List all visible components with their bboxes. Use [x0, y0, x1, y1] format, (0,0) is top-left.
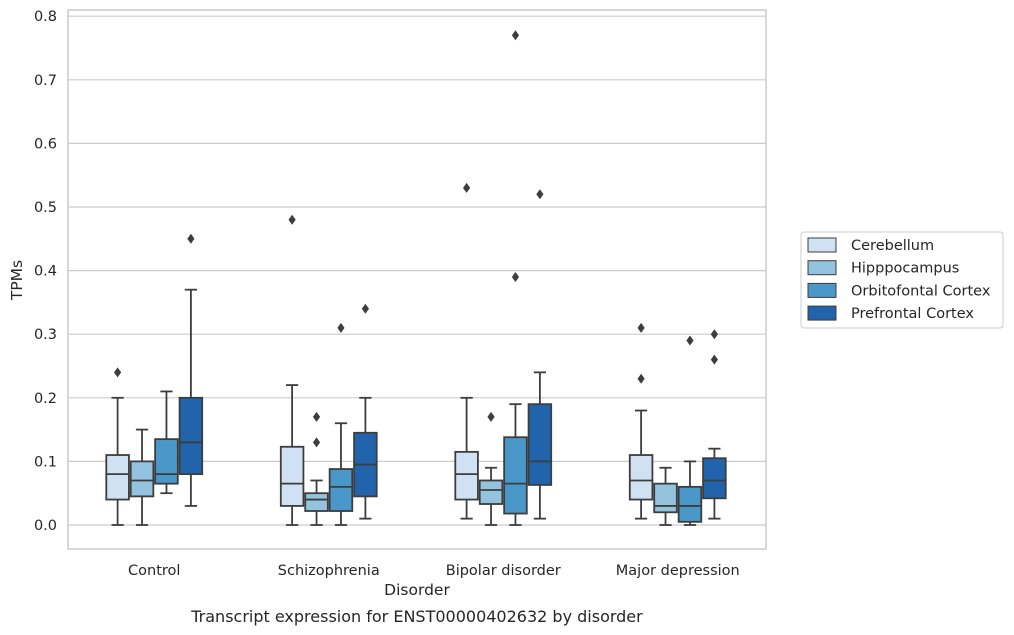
box-iqr	[328, 468, 354, 512]
box-cerebellum	[105, 367, 130, 526]
outlier-point	[710, 329, 718, 340]
figure-caption: Transcript expression for ENST0000040263…	[190, 607, 643, 626]
outlier-point	[686, 335, 694, 346]
plot-area-frame	[67, 9, 767, 550]
box-iqr	[304, 492, 329, 512]
legend-swatch	[807, 237, 837, 253]
box-cerebellum	[628, 322, 654, 520]
box-iqr	[105, 454, 130, 501]
box-iqr	[129, 460, 155, 498]
outlier-point	[637, 373, 645, 384]
box-hipppocampus	[478, 411, 504, 526]
outlier-point	[536, 189, 544, 200]
legend-label: Hipppocampus	[851, 261, 959, 277]
box-prefrontal-cortex	[702, 329, 727, 520]
box-iqr	[279, 445, 305, 507]
y-tick-label: 0.8	[34, 9, 57, 25]
outlier-point	[637, 322, 645, 333]
x-axis-ticks: Control Schizophrenia Bipolar disorder Majo…	[128, 563, 740, 579]
outlier-point	[312, 411, 321, 422]
legend-swatch	[807, 260, 837, 276]
box-iqr	[478, 479, 504, 505]
legend: Cerebellum Hipppocampus Orbitofontal Corte…	[800, 231, 1004, 329]
box-iqr	[628, 454, 654, 501]
outlier-point	[710, 354, 718, 365]
legend-label: Orbitofontal Cortex	[851, 283, 991, 299]
box-cerebellum	[454, 182, 479, 520]
x-tick-label: Bipolar disorder	[446, 563, 561, 579]
box-iqr	[527, 403, 553, 486]
y-tick-label: 0.3	[34, 327, 57, 343]
y-axis-ticks: 0.0 0.1 0.2 0.3 0.4 0.5 0.6 0.7 0.8	[34, 9, 57, 534]
y-tick-label: 0.7	[34, 73, 57, 89]
legend-label: Prefrontal Cortex	[851, 306, 974, 322]
box-iqr	[154, 438, 179, 485]
outlier-point	[187, 233, 195, 244]
legend-frame	[800, 231, 1004, 329]
box-hipppocampus	[304, 411, 329, 526]
box-orbitofontal-cortex	[328, 322, 354, 526]
x-tick-label: Major depression	[616, 563, 740, 579]
y-axis-title: TPMs	[8, 260, 26, 301]
outlier-point	[312, 437, 321, 448]
box-orbitofontal-cortex	[503, 30, 528, 526]
y-tick-label: 0.6	[34, 136, 57, 152]
x-tick-label: Schizophrenia	[278, 563, 380, 579]
box-series	[105, 30, 727, 526]
box-prefrontal-cortex	[527, 189, 553, 520]
box-iqr	[677, 485, 703, 523]
outlier-point	[114, 367, 122, 378]
legend-swatch	[807, 305, 837, 321]
box-iqr	[702, 457, 727, 500]
box-orbitofontal-cortex	[154, 390, 179, 495]
outlier-point	[361, 303, 369, 314]
outlier-point	[337, 322, 345, 333]
box-iqr	[503, 436, 528, 515]
y-tick-label: 0.5	[34, 200, 57, 216]
box-prefrontal-cortex	[178, 233, 204, 507]
box-iqr	[653, 482, 678, 514]
y-tick-label: 0.2	[34, 391, 57, 407]
box-prefrontal-cortex	[353, 303, 378, 520]
outlier-point	[463, 182, 471, 193]
legend-label: Cerebellum	[851, 238, 934, 254]
box-hipppocampus	[653, 466, 678, 526]
y-tick-label: 0.1	[34, 454, 57, 470]
box-orbitofontal-cortex	[677, 335, 703, 526]
box-cerebellum	[279, 214, 305, 526]
outlier-point	[487, 411, 495, 422]
y-tick-label: 0.0	[34, 518, 57, 534]
box-iqr	[178, 396, 204, 476]
x-tick-label: Control	[128, 563, 180, 579]
x-axis-title: Disorder	[384, 581, 450, 599]
box-hipppocampus	[129, 428, 155, 526]
legend-swatch	[807, 282, 837, 298]
outlier-point	[288, 214, 296, 225]
outlier-point	[511, 30, 520, 41]
y-tick-label: 0.4	[34, 264, 57, 280]
outlier-point	[511, 271, 520, 282]
box-iqr	[454, 450, 479, 501]
